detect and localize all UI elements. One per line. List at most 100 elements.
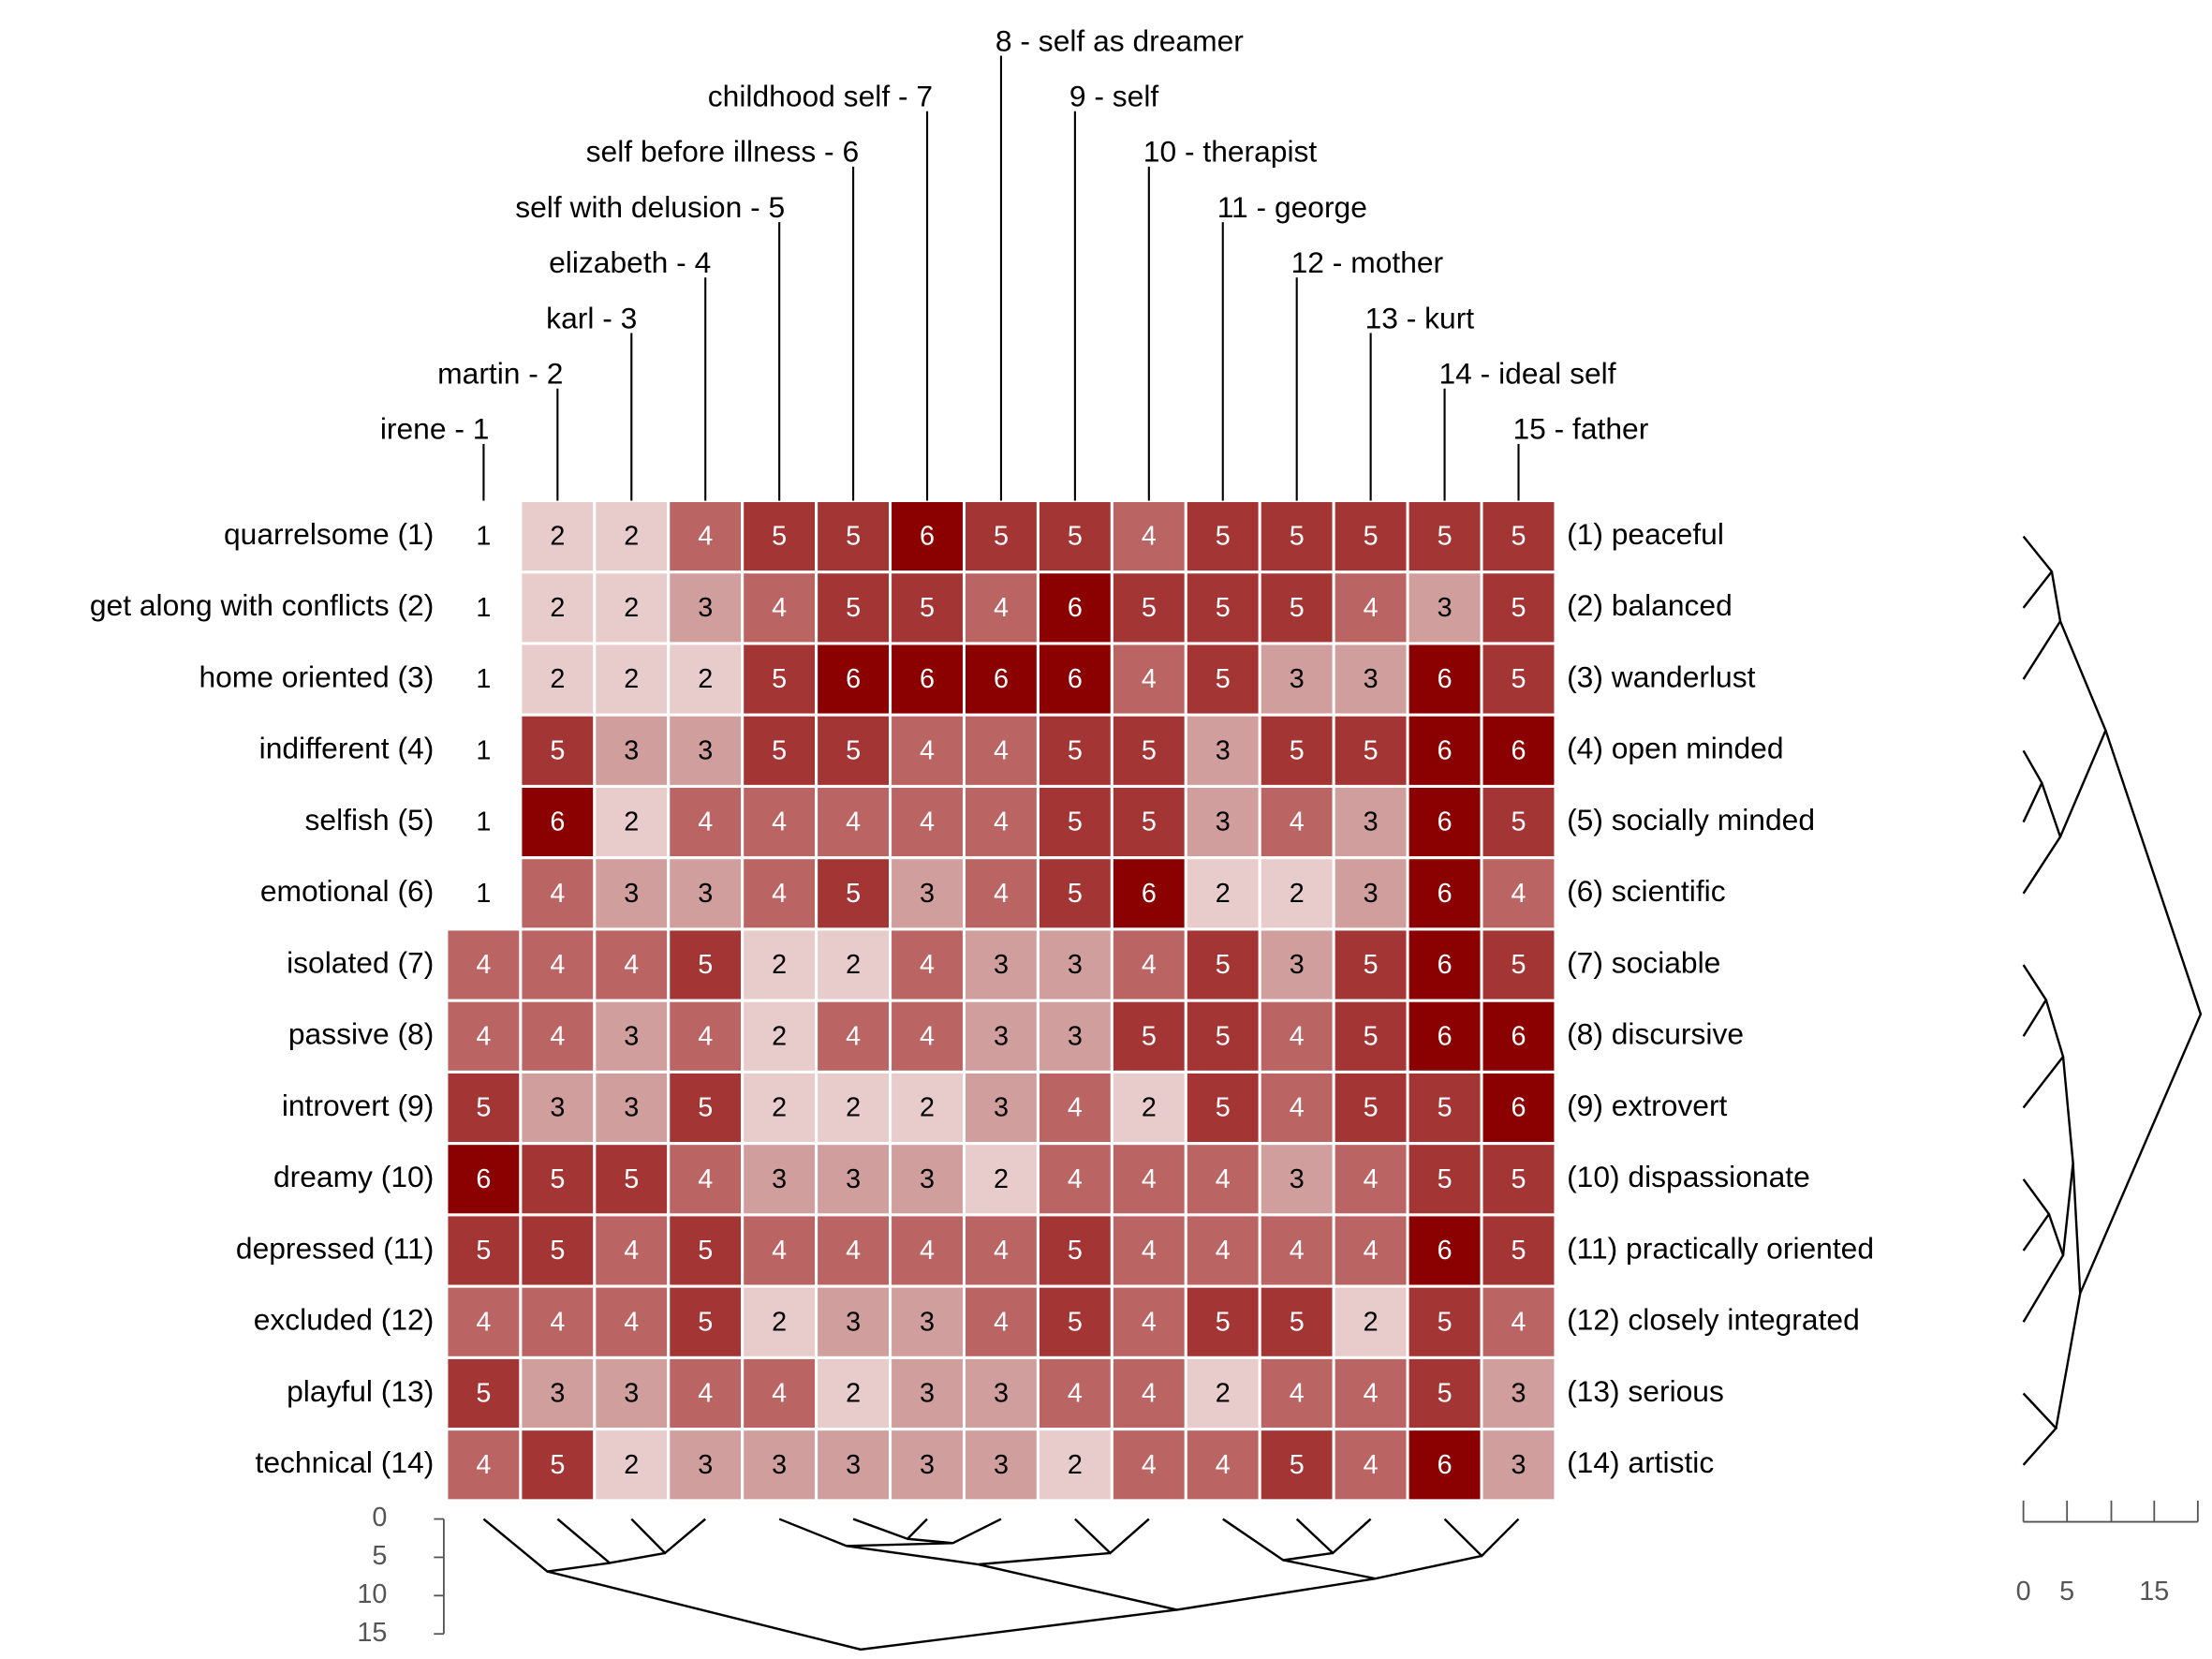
cell-value: 1	[476, 664, 491, 694]
element-label: irene - 1	[380, 412, 490, 446]
heatmap-cell	[1258, 1142, 1335, 1217]
heatmap-cell	[1406, 1213, 1483, 1288]
heatmap-cell	[667, 1213, 745, 1288]
cell-value: 4	[994, 593, 1009, 623]
dendrogram-branch	[2079, 730, 2203, 1295]
cell-value: 3	[1512, 1450, 1526, 1480]
heatmap-cell	[741, 1142, 818, 1217]
heatmap-cell	[1036, 1284, 1113, 1359]
heatmap-cell	[519, 1284, 597, 1359]
right-pole-label: (2) balanced	[1567, 588, 1733, 622]
cell-value: 2	[1216, 879, 1231, 909]
cell-value: 6	[1438, 1450, 1453, 1480]
cell-value: 4	[476, 1450, 491, 1480]
cell-value: 5	[1142, 1021, 1157, 1051]
dendrogram-branch	[2061, 1056, 2074, 1256]
cell-value: 4	[624, 1236, 639, 1266]
cell-value: 5	[846, 522, 861, 552]
heatmap-cell	[1110, 1428, 1187, 1503]
dendrogram-branch	[2022, 749, 2043, 823]
right-pole-label: (3) wanderlust	[1567, 659, 1756, 693]
left-pole-label: playful (13)	[287, 1374, 434, 1408]
heatmap-cell	[1184, 999, 1261, 1074]
cell-value: 2	[846, 950, 861, 980]
cell-value: 5	[1068, 1307, 1083, 1337]
left-pole-label: isolated (7)	[287, 945, 434, 979]
cell-value: 4	[772, 1379, 787, 1409]
heatmap-cell	[445, 498, 523, 574]
element-label: elizabeth - 4	[549, 245, 711, 279]
heatmap-cell	[593, 1070, 671, 1146]
heatmap-cell	[889, 927, 966, 1002]
left-pole-label: get along with conflicts (2)	[90, 588, 434, 622]
right-pole-label: (9) extrovert	[1567, 1089, 1727, 1122]
heatmap-cell	[889, 999, 966, 1074]
dendrogram-branch	[482, 1518, 611, 1573]
cell-value: 4	[1364, 1236, 1379, 1266]
cell-value: 5	[698, 950, 713, 980]
cell-value: 2	[772, 1093, 787, 1123]
cell-value: 5	[1364, 735, 1379, 765]
dendrogram-branch	[2022, 964, 2048, 1037]
heatmap-cell	[667, 999, 745, 1074]
cell-value: 4	[1142, 522, 1157, 552]
heatmap-cell	[962, 1284, 1040, 1359]
cell-value: 5	[1290, 1450, 1305, 1480]
cell-value: 2	[1068, 1450, 1083, 1480]
dendrogram-branch	[2022, 570, 2062, 680]
cell-value: 3	[920, 1379, 935, 1409]
dendrogram-branch	[630, 1518, 706, 1555]
cell-value: 3	[1364, 879, 1379, 909]
heatmap-cell	[741, 1070, 818, 1146]
heatmap-cell	[815, 1142, 892, 1217]
cell-value: 4	[1290, 1093, 1305, 1123]
cell-value: 4	[1068, 1164, 1083, 1194]
cell-value: 5	[772, 735, 787, 765]
cell-value: 4	[772, 879, 787, 909]
cell-value: 3	[994, 1021, 1009, 1051]
cell-value: 3	[920, 879, 935, 909]
cell-value: 4	[1142, 1450, 1157, 1480]
cell-value: 4	[846, 1236, 861, 1266]
cell-value: 5	[772, 522, 787, 552]
cell-value: 5	[1364, 522, 1379, 552]
left-pole-label: emotional (6)	[260, 874, 434, 908]
heatmap-cell	[1406, 927, 1483, 1002]
cell-value: 5	[1512, 664, 1526, 694]
left-pole-label: indifferent (4)	[259, 732, 435, 765]
cell-value: 5	[1438, 1379, 1453, 1409]
cell-value: 5	[698, 1093, 713, 1123]
cell-value: 5	[920, 593, 935, 623]
cell-value: 4	[1216, 1450, 1231, 1480]
heatmap-cell	[667, 1355, 745, 1431]
left-pole-label: technical (14)	[256, 1445, 435, 1479]
cell-value: 5	[550, 1236, 565, 1266]
heatmap-cell	[1332, 1070, 1409, 1146]
cell-value: 4	[1216, 1236, 1231, 1266]
cell-value: 5	[1512, 522, 1526, 552]
heatmap-cell	[889, 1142, 966, 1217]
cell-value: 2	[920, 1093, 935, 1123]
cell-value: 4	[476, 1021, 491, 1051]
cell-value: 2	[772, 1021, 787, 1051]
right-pole-label: (13) serious	[1567, 1374, 1724, 1408]
heatmap-cell	[741, 1284, 818, 1359]
cell-value: 5	[1216, 522, 1231, 552]
dendrogram-branch	[1074, 1518, 1150, 1555]
cell-value: 5	[1512, 1164, 1526, 1194]
left-pole-label: selfish (5)	[305, 803, 435, 837]
cell-value: 5	[1068, 879, 1083, 909]
column-scale-label: 10	[357, 1579, 387, 1609]
heatmap-cell	[889, 1355, 966, 1431]
cell-value: 4	[1290, 1236, 1305, 1266]
heatmap-cell	[593, 1213, 671, 1288]
cell-value: 6	[1438, 735, 1453, 765]
cell-value: 3	[1364, 807, 1379, 837]
cell-value: 6	[1438, 879, 1453, 909]
heatmap-cell	[1480, 856, 1557, 931]
cell-value: 4	[846, 1021, 861, 1051]
heatmap-cell	[1258, 1428, 1335, 1503]
cell-value: 3	[920, 1450, 935, 1480]
heatmap-cell	[445, 927, 523, 1002]
heatmap-cell	[1036, 784, 1113, 860]
